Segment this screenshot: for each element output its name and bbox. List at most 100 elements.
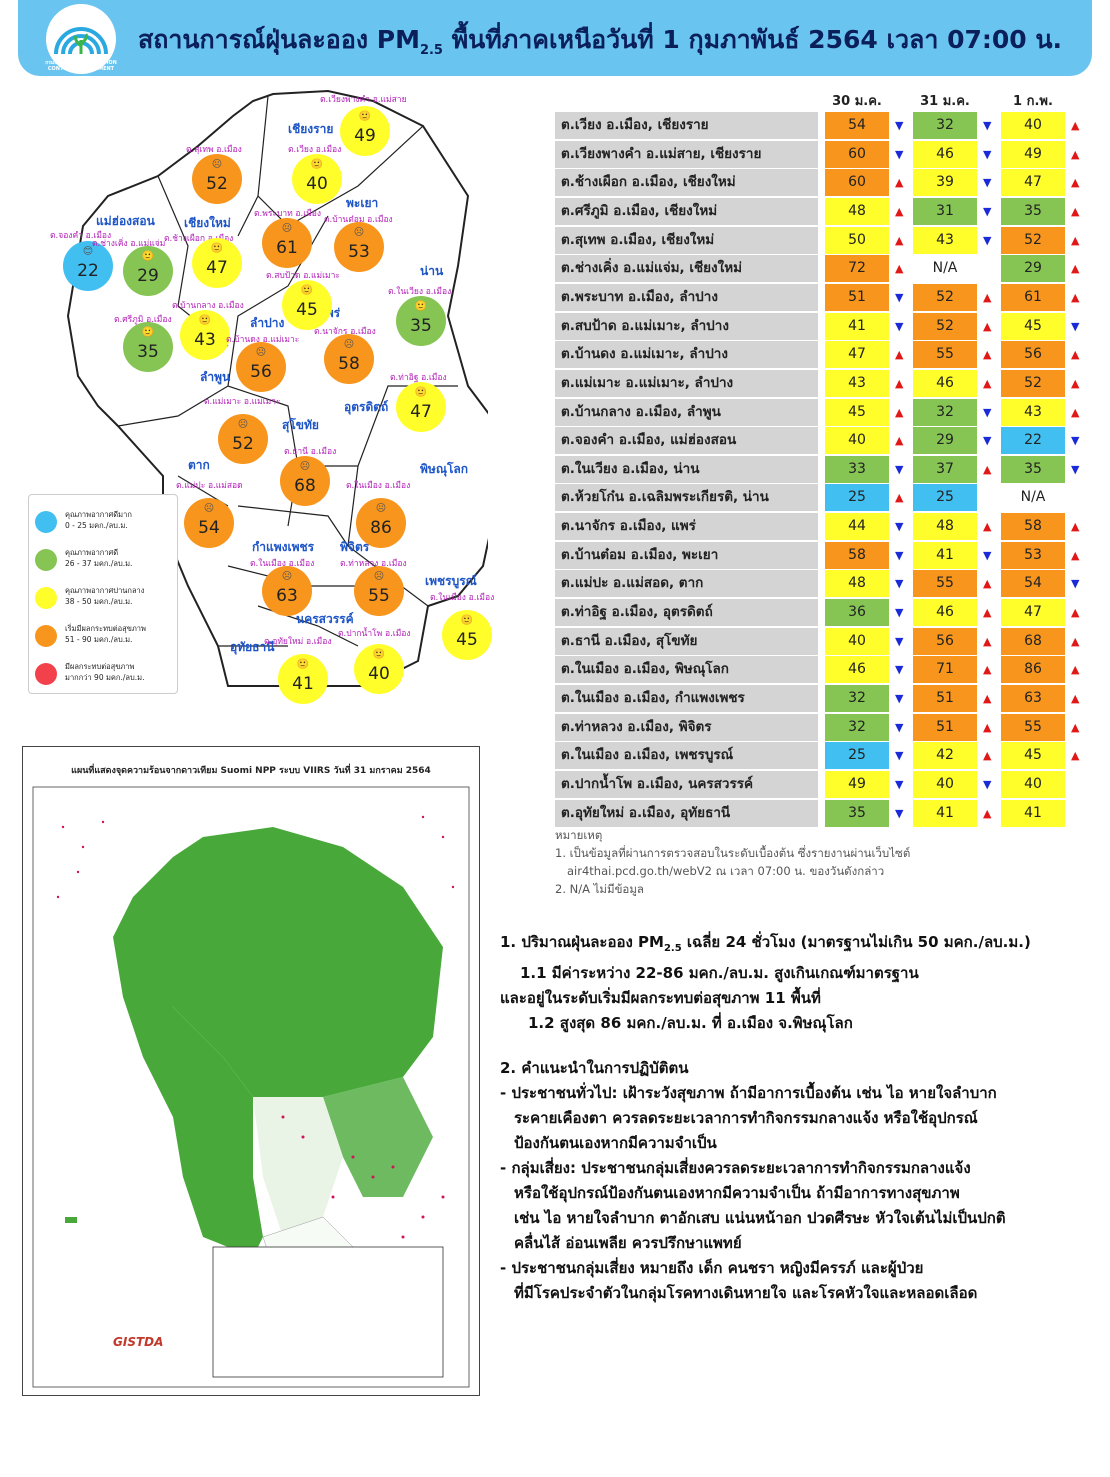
- summary-line: ป้องกันตนเองหากมีความจำเป็น: [514, 1134, 717, 1152]
- station-name: ต.ในเวียง อ.เมือง, น่าน: [555, 455, 818, 483]
- pm25-value-cell: 36: [825, 599, 889, 627]
- station-name: ต.ศรีภูมิ อ.เมือง, เชียงใหม่: [555, 197, 818, 225]
- station-label: ต.ในเมือง อ.เมือง: [430, 593, 495, 603]
- pm25-value-cell: 49: [825, 770, 889, 798]
- pm25-value-cell: 41: [1001, 799, 1065, 827]
- table-row: ต.นาจักร อ.เมือง, แพร่ 44 ▼ 48 ▲ 58 ▲: [555, 513, 1090, 541]
- station-bubble: 🙂 40: [354, 644, 404, 694]
- legend-swatch: [35, 625, 57, 647]
- table-row: ต.เวียงพางคำ อ.แม่สาย, เชียงราย 60 ▼ 46 ▼ 49 ▲: [555, 140, 1090, 168]
- summary-line: 1. ปริมาณฝุ่นละออง PM2.5 เฉลี่ย 24 ชั่วโ…: [500, 933, 1031, 954]
- station-bubble: 🙂 41: [278, 654, 328, 704]
- station-label: ต.เวียงพางคำ อ.แม่สาย: [320, 95, 407, 105]
- province-label: สุโขทัย: [282, 418, 319, 432]
- pm25-value-cell: 54: [825, 112, 889, 139]
- station-bubble: 🙂 47: [192, 238, 242, 288]
- station-bubble: ☹ 63: [262, 566, 312, 616]
- pm25-value-cell: 50: [825, 226, 889, 254]
- trend-up-icon: ▲: [895, 262, 904, 276]
- pm25-value-cell: 43: [825, 369, 889, 397]
- station-name: ต.ในเมือง อ.เมือง, พิษณุโลก: [555, 656, 818, 684]
- trend-up-icon: ▲: [895, 204, 904, 218]
- trend-down-icon: ▼: [1071, 462, 1080, 476]
- trend-down-icon: ▼: [983, 147, 992, 161]
- column-header: 30 ม.ค.: [832, 94, 882, 109]
- station-label: ต.จองคำ อ.เมือง: [50, 231, 112, 241]
- station-label: ต.แม่เมาะ อ.แม่เมาะ: [204, 397, 281, 407]
- pm25-value-cell: 49: [1001, 140, 1065, 168]
- legend-swatch: [35, 549, 57, 571]
- station-bubble: ☹ 86: [356, 498, 406, 548]
- table-notes: หมายเหตุ 1. เป็นข้อมูลที่ผ่านการตรวจสอบใ…: [555, 826, 1095, 898]
- pm25-value-cell: 29: [913, 427, 977, 455]
- face-icon: ☹: [373, 571, 385, 582]
- pm25-value-cell: 60: [825, 140, 889, 168]
- station-bubble: 🙂 43: [180, 310, 230, 360]
- trend-down-icon: ▼: [895, 119, 904, 132]
- trend-up-icon: ▲: [983, 749, 992, 763]
- face-icon: ☹: [255, 347, 267, 358]
- station-label: ต.ในเมือง อ.เมือง: [346, 481, 411, 491]
- table-row: ต.ในเวียง อ.เมือง, น่าน 33 ▼ 37 ▲ 35 ▼: [555, 455, 1090, 483]
- pm25-value-cell: 58: [825, 541, 889, 569]
- summary-line: 1.2 สูงสุด 86 มคก./ลบ.ม. ที่ อ.เมือง จ.พ…: [528, 1014, 853, 1032]
- station-name: ต.ห้วยโก๋น อ.เฉลิมพระเกียรติ, น่าน: [555, 484, 818, 512]
- pm25-value-cell: 51: [913, 685, 977, 712]
- pm25-value-cell: 37: [913, 455, 977, 483]
- pm25-value-cell: 63: [1001, 685, 1065, 712]
- pm25-value-cell: 56: [1001, 341, 1065, 369]
- station-label: ต.ในเวียง อ.เมือง: [388, 287, 452, 297]
- trend-up-icon: ▲: [983, 634, 992, 648]
- trend-up-icon: ▲: [983, 376, 992, 390]
- table-row: ต.อุทัยใหม่ อ.เมือง, อุทัยธานี 35 ▼ 41 ▲ 41: [555, 799, 1090, 827]
- province-label: ลำปาง: [250, 316, 285, 330]
- legend-item: คุณภาพอากาศดีมาก 0 - 25 มคก./ลบ.ม.: [35, 507, 180, 537]
- face-icon: 🙂: [310, 159, 324, 170]
- province-label: ตาก: [188, 458, 210, 472]
- face-icon: ☹: [281, 571, 293, 582]
- station-bubble: ☹ 52: [218, 414, 268, 464]
- face-icon: 🙂: [141, 327, 155, 338]
- pm25-value-cell: 53: [1001, 541, 1065, 569]
- station-name: ต.เวียงพางคำ อ.แม่สาย, เชียงราย: [555, 140, 818, 168]
- pm25-value-cell: 47: [825, 341, 889, 369]
- table-row: ต.จองคำ อ.เมือง, แม่ฮ่องสอน 40 ▲ 29 ▼ 22 ▼: [555, 427, 1090, 455]
- summary-line: - ประชาชนกลุ่มเสี่ยง หมายถึง เด็ก คนชรา …: [500, 1259, 924, 1277]
- trend-up-icon: ▲: [895, 176, 904, 190]
- station-label: ต.บ้านกลาง อ.เมือง: [172, 301, 244, 311]
- trend-up-icon: ▲: [983, 462, 992, 476]
- station-bubble: ☹ 61: [262, 218, 312, 268]
- station-bubble: 🙂 29: [123, 246, 173, 296]
- trend-up-icon: ▲: [895, 348, 904, 362]
- trend-up-icon: ▲: [983, 290, 992, 304]
- trend-down-icon: ▼: [983, 777, 992, 791]
- pm25-value-cell: 42: [913, 742, 977, 770]
- trend-up-icon: ▲: [895, 405, 904, 419]
- trend-down-icon: ▼: [983, 204, 992, 218]
- trend-up-icon: ▲: [1071, 720, 1080, 734]
- province-label: นครสวรรค์: [296, 612, 354, 626]
- column-header: 31 ม.ค.: [920, 94, 970, 109]
- pm25-value-cell: 33: [825, 455, 889, 483]
- pm25-value-cell: 52: [1001, 226, 1065, 254]
- province-label: เชียงราย: [288, 122, 334, 136]
- pm25-value-cell: 35: [825, 799, 889, 827]
- summary-line: และอยู่ในระดับเริ่มมีผลกระทบต่อสุขภาพ 11…: [500, 989, 821, 1007]
- station-label: ต.ท่าอิฐ อ.เมือง: [390, 373, 447, 383]
- summary-line: ที่มีโรคประจำตัวในกลุ่มโรคทางเดินหายใจ แ…: [514, 1284, 978, 1302]
- trend-up-icon: ▲: [1071, 348, 1080, 362]
- pm25-value-cell: 52: [913, 312, 977, 340]
- station-name: ต.ท่าอิฐ อ.เมือง, อุตรดิตถ์: [555, 599, 818, 627]
- table-row: ต.ปากน้ำโพ อ.เมือง, นครสวรรค์ 49 ▼ 40 ▼ 40: [555, 770, 1090, 798]
- trend-up-icon: ▲: [983, 520, 992, 534]
- trend-down-icon: ▼: [895, 520, 904, 534]
- province-label: ลำพูน: [200, 370, 231, 384]
- trend-down-icon: ▼: [983, 548, 992, 562]
- trend-up-icon: ▲: [1071, 147, 1080, 161]
- trend-down-icon: ▼: [895, 806, 904, 820]
- face-icon: ☹: [211, 159, 223, 170]
- trend-up-icon: ▲: [1071, 520, 1080, 534]
- station-name: ต.พระบาท อ.เมือง, ลำปาง: [555, 283, 818, 311]
- pm25-value-cell: 61: [1001, 283, 1065, 311]
- pm25-value-cell: 41: [913, 541, 977, 569]
